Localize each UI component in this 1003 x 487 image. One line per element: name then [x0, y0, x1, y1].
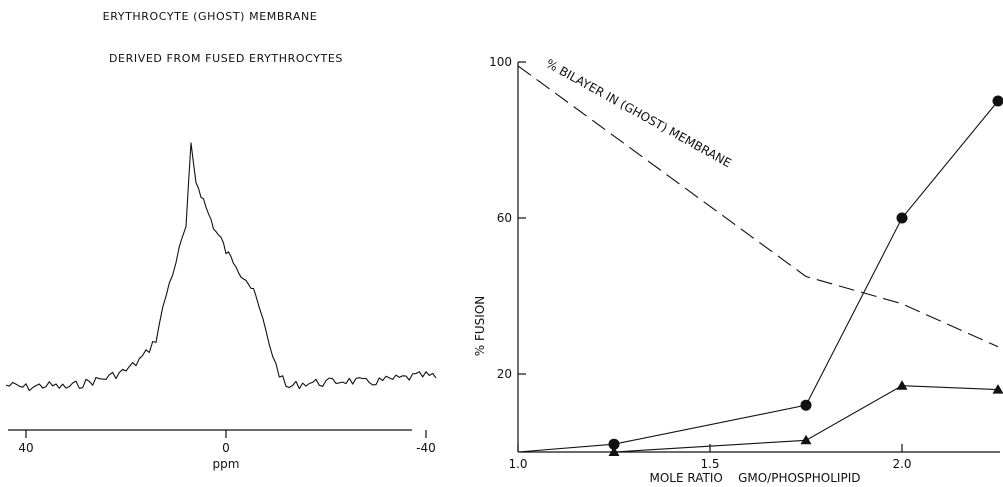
fusion-y-tick-label: 100 — [489, 55, 512, 69]
bilayer-annotation: % BILAYER IN (GHOST) MEMBRANE — [544, 56, 734, 170]
circle-data-point — [608, 438, 620, 450]
spectrum-x-tick-label: 0 — [222, 441, 230, 455]
fusion-panel: 1.0 1.5 2.0 20 60 100 % BILAYER IN (GHOST) ME… — [473, 55, 1003, 485]
fusion-x-tick-label: 1.0 — [508, 457, 527, 471]
spectrum-x-tick-label: 40 — [18, 441, 33, 455]
triangle-series-line — [518, 385, 999, 453]
spectrum-x-tick-label: -40 — [416, 441, 436, 455]
circle-data-point — [800, 399, 812, 411]
bilayer-dashed-line — [517, 65, 999, 348]
spectrum-x-label: ppm — [213, 457, 240, 471]
triangle-data-point — [896, 380, 908, 390]
circle-data-point — [992, 95, 1003, 107]
fusion-x-tick-label: 1.5 — [700, 457, 719, 471]
spectrum-trace — [5, 142, 437, 392]
triangle-data-point — [608, 446, 620, 456]
fusion-x-tick-label: 2.0 — [892, 457, 911, 471]
fusion-y-tick-label: 60 — [497, 211, 512, 225]
spectrum-title: ERYTHROCYTE (GHOST) MEMBRANE — [103, 10, 318, 23]
fusion-y-label: % FUSION — [473, 296, 487, 356]
spectrum-panel: ERYTHROCYTE (GHOST) MEMBRANE DERIVED FRO… — [5, 10, 437, 471]
fusion-y-tick-label: 20 — [497, 367, 512, 381]
circle-series-line — [517, 100, 999, 453]
triangle-data-point — [992, 384, 1003, 394]
circle-data-point — [896, 212, 908, 224]
fusion-x-label: MOLE RATIO GMO/PHOSPHOLIPID — [650, 471, 861, 485]
triangle-data-point — [800, 434, 812, 445]
spectrum-subtitle: DERIVED FROM FUSED ERYTHROCYTES — [109, 52, 343, 65]
